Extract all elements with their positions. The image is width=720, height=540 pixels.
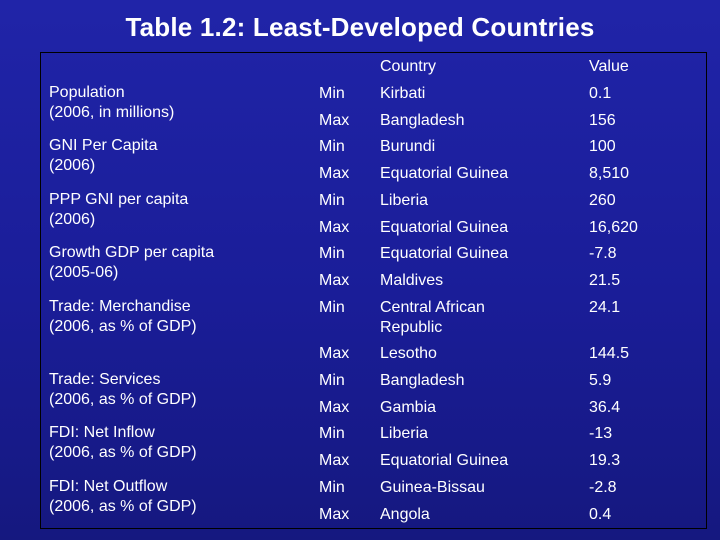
minmax-label: Min bbox=[319, 138, 345, 156]
indicator-label: (2006, as % of GDP) bbox=[49, 444, 197, 462]
country-cell: Bangladesh bbox=[380, 372, 465, 389]
value-cell: 21.5 bbox=[589, 271, 621, 289]
value-cell: 5.9 bbox=[589, 372, 612, 389]
indicator-label: (2006) bbox=[49, 157, 96, 175]
indicator-label: Trade: Merchandise bbox=[49, 297, 191, 315]
value-cell: 260 bbox=[589, 191, 616, 209]
country-cell: Angola bbox=[380, 505, 430, 523]
indicator-label: (2006, as % of GDP) bbox=[49, 391, 197, 408]
value-cell: 0.1 bbox=[589, 85, 612, 102]
value-cell: 8,510 bbox=[589, 165, 630, 183]
value-cell: 24.1 bbox=[589, 298, 621, 316]
indicator-label: (2006, as % of GDP) bbox=[49, 317, 197, 335]
minmax-label: Max bbox=[319, 218, 350, 236]
minmax-label: Min bbox=[319, 478, 345, 496]
indicator-label: GNI Per Capita bbox=[49, 137, 158, 155]
country-cell: Republic bbox=[380, 318, 443, 336]
minmax-label: Max bbox=[319, 271, 350, 289]
minmax-label: Max bbox=[319, 165, 350, 183]
indicator-label: Trade: Services bbox=[49, 371, 161, 388]
value-cell: 36.4 bbox=[589, 398, 621, 416]
value-header: Value bbox=[589, 58, 629, 75]
country-cell: Equatorial Guinea bbox=[380, 452, 509, 470]
country-header: Country bbox=[380, 58, 437, 75]
minmax-label: Min bbox=[319, 425, 345, 443]
country-cell: Central African bbox=[380, 298, 485, 316]
value-cell: 16,620 bbox=[589, 218, 638, 236]
country-cell: Equatorial Guinea bbox=[380, 245, 509, 263]
country-cell: Bangladesh bbox=[380, 111, 465, 129]
country-cell: Maldives bbox=[380, 271, 444, 289]
country-cell: Liberia bbox=[380, 191, 429, 209]
value-cell: -7.8 bbox=[589, 245, 617, 263]
indicator-label: Growth GDP per capita bbox=[49, 244, 215, 262]
minmax-label: Min bbox=[319, 372, 345, 389]
minmax-label: Min bbox=[319, 298, 345, 316]
country-cell: Gambia bbox=[380, 398, 437, 416]
page-title: Table 1.2: Least-Developed Countries bbox=[125, 12, 595, 42]
value-cell: 156 bbox=[589, 111, 616, 129]
country-cell: Lesotho bbox=[380, 345, 437, 363]
value-cell: 144.5 bbox=[589, 345, 630, 363]
minmax-label: Min bbox=[319, 245, 345, 263]
indicator-label: FDI: Net Inflow bbox=[49, 424, 155, 442]
value-cell: 19.3 bbox=[589, 452, 621, 470]
indicator-label: Population bbox=[49, 84, 125, 101]
country-cell: Guinea-Bissau bbox=[380, 478, 485, 496]
minmax-label: Max bbox=[319, 398, 350, 416]
country-cell: Equatorial Guinea bbox=[380, 165, 509, 183]
indicator-label: PPP GNI per capita bbox=[49, 190, 189, 208]
minmax-label: Max bbox=[319, 505, 350, 523]
minmax-label: Max bbox=[319, 452, 350, 470]
country-cell: Burundi bbox=[380, 138, 436, 156]
country-cell: Liberia bbox=[380, 425, 429, 443]
table-frame bbox=[40, 52, 707, 529]
minmax-label: Min bbox=[319, 85, 345, 102]
value-cell: 0.4 bbox=[589, 505, 612, 523]
indicator-label: (2006) bbox=[49, 210, 96, 228]
minmax-label: Max bbox=[319, 111, 350, 129]
minmax-label: Min bbox=[319, 191, 345, 209]
value-cell: -13 bbox=[589, 425, 613, 443]
value-cell: -2.8 bbox=[589, 478, 617, 496]
indicator-label: (2005-06) bbox=[49, 264, 119, 282]
value-cell: 100 bbox=[589, 138, 616, 156]
minmax-label: Max bbox=[319, 345, 350, 363]
indicator-label: FDI: Net Outflow bbox=[49, 477, 168, 495]
indicator-label: (2006, in millions) bbox=[49, 104, 175, 121]
country-cell: Equatorial Guinea bbox=[380, 218, 509, 236]
country-cell: Kirbati bbox=[380, 85, 426, 102]
indicator-label: (2006, as % of GDP) bbox=[49, 497, 197, 515]
